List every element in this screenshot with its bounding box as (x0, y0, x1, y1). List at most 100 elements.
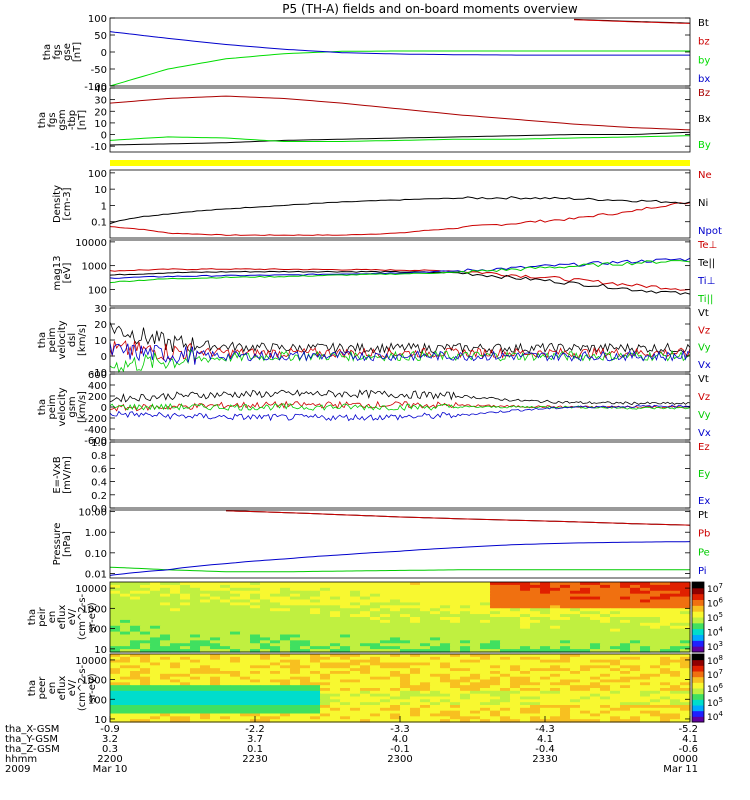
legend-entry-Ti⊥: Ti⊥ (697, 276, 715, 287)
heatmap-cell (400, 625, 411, 630)
heatmap-cell (560, 628, 571, 633)
heatmap-cell (240, 668, 251, 672)
colorbar-band (692, 693, 704, 700)
heatmap-cell (540, 587, 551, 592)
heatmap-cell (420, 582, 431, 586)
heatmap-cell (420, 611, 431, 615)
heatmap-cell (510, 679, 521, 683)
heatmap-cell (460, 662, 471, 666)
heatmap-cell (470, 599, 481, 604)
heatmap-cell (310, 710, 321, 715)
heatmap-cell (470, 713, 481, 717)
heatmap-cell (120, 671, 131, 675)
heatmap-cell (400, 584, 411, 589)
time-axis-value: 0.3 (102, 744, 118, 755)
heatmap-cell (440, 654, 451, 658)
y-axis-label: peer (37, 676, 48, 700)
legend-entry-Vy: Vy (698, 410, 711, 421)
heatmap-cell (440, 705, 451, 709)
heatmap-cell (560, 590, 571, 595)
heatmap-cell (180, 654, 191, 658)
heatmap-cell (430, 671, 441, 675)
series-line-Ti|| (109, 260, 691, 284)
heatmap-cell (470, 640, 481, 644)
heatmap-cell (550, 685, 561, 689)
heatmap-cell (170, 668, 181, 672)
heatmap-cell (430, 593, 441, 598)
heatmap-cell (680, 631, 691, 636)
heatmap-cell (490, 625, 501, 630)
heatmap-cell (200, 713, 211, 717)
heatmap-cell (580, 587, 591, 592)
heatmap-cell (650, 634, 661, 639)
heatmap-cell (350, 716, 361, 720)
y-axis-label: [nT] (72, 42, 83, 62)
heatmap-cell (200, 690, 211, 695)
heatmap-cell (340, 619, 351, 624)
heatmap-cell (430, 646, 441, 650)
heatmap-cell (650, 662, 661, 666)
heatmap-cell (330, 696, 341, 700)
heatmap-cell (160, 710, 171, 715)
heatmap-cell (310, 659, 321, 664)
heatmap-cell (450, 587, 461, 592)
heatmap-cell (630, 676, 641, 681)
heatmap-cell (410, 614, 421, 618)
heatmap-cell (120, 599, 131, 604)
heatmap-cell (290, 665, 301, 669)
heatmap-cell (620, 716, 631, 720)
heatmap-cell (400, 662, 411, 666)
heatmap-cell (310, 625, 321, 630)
heatmap-cell (120, 699, 131, 703)
heatmap-cell (240, 673, 251, 678)
heatmap-cell (310, 676, 321, 681)
heatmap-cell (480, 656, 491, 661)
heatmap-cell (270, 682, 281, 686)
heatmap-cell (120, 596, 131, 601)
heatmap-cell (250, 631, 261, 636)
heatmap-cell (210, 590, 221, 595)
heatmap-cell (620, 688, 631, 692)
heatmap-cell (570, 710, 581, 715)
heatmap-cell (380, 619, 391, 624)
heatmap-cell (650, 719, 661, 723)
heatmap-cell (410, 673, 421, 678)
heatmap-cell (310, 608, 321, 612)
heatmap-cell (560, 690, 571, 695)
heatmap-cell (210, 662, 221, 666)
heatmap-cell (150, 640, 161, 644)
heatmap-cell (540, 611, 551, 615)
heatmap-cell (670, 590, 681, 595)
heatmap-cell (560, 605, 571, 609)
heatmap-cell (300, 599, 311, 604)
heatmap-cell (230, 584, 241, 589)
heatmap-cell (550, 673, 561, 678)
heatmap-cell (670, 605, 681, 609)
heatmap-cell (430, 679, 441, 683)
heatmap-cell (670, 637, 681, 641)
time-axis-value: -0.1 (390, 744, 410, 755)
heatmap-cell (240, 614, 251, 618)
heatmap-cell (300, 617, 311, 621)
heatmap-cell (490, 608, 501, 612)
heatmap-cell (510, 622, 521, 627)
heatmap-cell (620, 702, 631, 706)
heatmap-cell (320, 628, 331, 633)
heatmap-cell (130, 611, 141, 615)
heatmap-cell (290, 656, 301, 661)
heatmap-cell (520, 643, 531, 647)
heatmap-cell (640, 688, 651, 692)
heatmap-cell (370, 649, 381, 653)
heatmap-cell (620, 582, 631, 586)
heatmap-cell (670, 584, 681, 589)
heatmap-cell (380, 634, 391, 639)
heatmap-cell (600, 614, 611, 618)
y-axis-label: [cm-3] (62, 187, 73, 220)
heatmap-cell (190, 590, 201, 595)
heatmap-cell (540, 643, 551, 647)
heatmap-cell (420, 668, 431, 672)
heatmap-cell (260, 619, 271, 624)
heatmap-cell (150, 649, 161, 653)
heatmap-cell (140, 710, 151, 715)
